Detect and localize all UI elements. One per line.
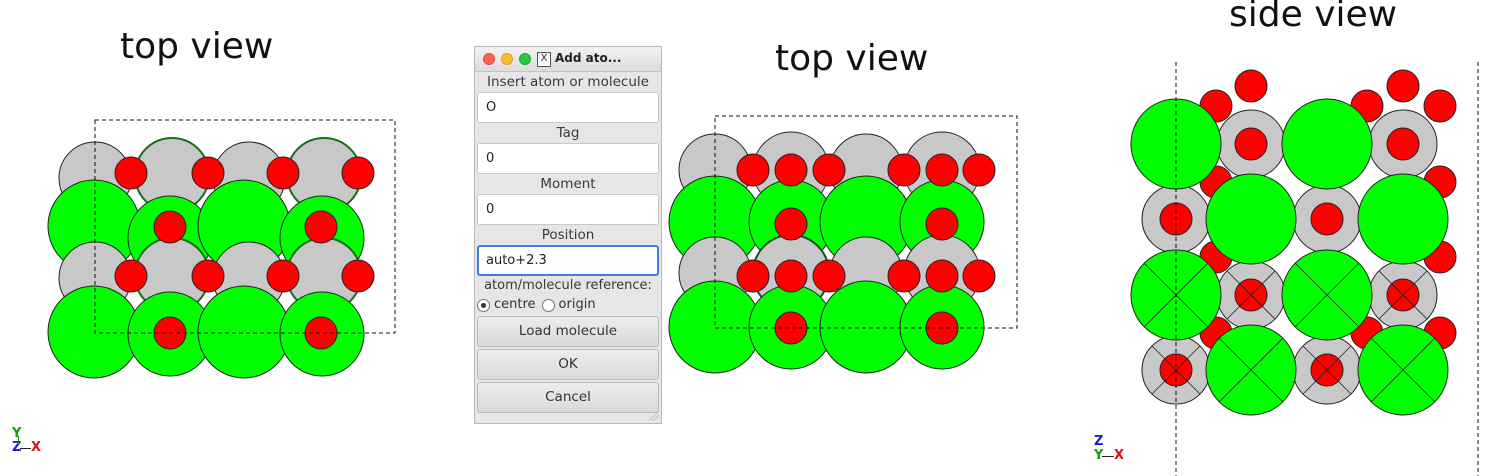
atom bbox=[736, 153, 770, 187]
atom bbox=[774, 207, 808, 241]
caption-middle-top-view: top view bbox=[775, 38, 929, 79]
axis-label-right: X bbox=[31, 440, 42, 455]
atom bbox=[341, 156, 375, 190]
axis-label-right: X bbox=[1114, 448, 1125, 463]
atom bbox=[812, 259, 846, 293]
atom bbox=[736, 259, 770, 293]
atom bbox=[1423, 89, 1457, 123]
position-input[interactable]: auto+2.3 bbox=[477, 245, 659, 276]
atom bbox=[114, 259, 148, 293]
atom bbox=[1281, 98, 1373, 190]
fixed-atom-crosses bbox=[1143, 262, 1436, 403]
tag-input[interactable]: 0 bbox=[477, 143, 659, 174]
resize-grip-icon[interactable] bbox=[647, 409, 659, 421]
reference-radio-group: centre origin bbox=[475, 296, 661, 314]
origin-radio[interactable] bbox=[541, 298, 555, 312]
insert-atom-label: Insert atom or molecule bbox=[487, 74, 649, 90]
axis-indicator-left: Y Z X bbox=[10, 426, 50, 464]
dialog-titlebar[interactable]: X Add ato... bbox=[475, 47, 661, 72]
unit-cell-outline bbox=[94, 119, 396, 334]
position-label: Position bbox=[541, 227, 595, 243]
atom bbox=[1234, 69, 1268, 103]
atom bbox=[1386, 127, 1420, 161]
reference-label: atom/molecule reference: bbox=[484, 278, 652, 293]
atom bbox=[1386, 69, 1420, 103]
ok-button[interactable]: OK bbox=[477, 349, 659, 380]
moment-input[interactable]: 0 bbox=[477, 194, 659, 225]
atom bbox=[1310, 202, 1344, 236]
atom bbox=[266, 156, 300, 190]
atom bbox=[114, 156, 148, 190]
axis-label-origin: Y bbox=[1094, 448, 1104, 463]
tag-label: Tag bbox=[556, 125, 580, 141]
atom bbox=[1234, 127, 1268, 161]
atom bbox=[191, 259, 225, 293]
left-top-view-structure bbox=[47, 119, 396, 379]
atom bbox=[341, 259, 375, 293]
atom bbox=[887, 153, 921, 187]
cancel-button[interactable]: Cancel bbox=[477, 382, 659, 413]
atom bbox=[153, 210, 187, 244]
atom bbox=[812, 153, 846, 187]
maximize-window-button[interactable] bbox=[519, 53, 531, 65]
centre-radio-label[interactable]: centre bbox=[494, 297, 536, 312]
atom bbox=[925, 153, 959, 187]
dialog-title: Add ato... bbox=[555, 51, 622, 65]
unit-cell-outline bbox=[714, 115, 1018, 329]
axis-indicator-right: Z Y X bbox=[1094, 434, 1134, 472]
atom bbox=[962, 153, 996, 187]
add-atom-dialog: X Add ato... Insert atom or molecule O T… bbox=[474, 46, 662, 424]
insert-atom-input[interactable]: O bbox=[477, 92, 659, 123]
axis-label-up: Y bbox=[12, 426, 22, 441]
atom bbox=[925, 259, 959, 293]
origin-radio-label[interactable]: origin bbox=[558, 297, 596, 312]
middle-top-view-structure bbox=[668, 115, 1018, 374]
atom bbox=[962, 259, 996, 293]
centre-radio[interactable] bbox=[477, 298, 490, 312]
caption-side-view: side view bbox=[1229, 0, 1398, 35]
axis-label-up: Z bbox=[1094, 434, 1104, 449]
atom bbox=[304, 210, 338, 244]
atom bbox=[774, 259, 808, 293]
x11-app-icon: X bbox=[537, 52, 551, 67]
atom bbox=[1357, 173, 1449, 265]
minimize-window-button[interactable] bbox=[501, 53, 513, 65]
atom bbox=[266, 259, 300, 293]
caption-left-top-view: top view bbox=[120, 26, 274, 67]
close-window-button[interactable] bbox=[483, 53, 495, 65]
atom bbox=[191, 156, 225, 190]
atom bbox=[1205, 173, 1297, 265]
atom bbox=[925, 207, 959, 241]
load-molecule-button[interactable]: Load molecule bbox=[477, 316, 659, 347]
moment-label: Moment bbox=[540, 176, 596, 192]
axis-label-origin: Z bbox=[12, 440, 22, 455]
atom bbox=[774, 153, 808, 187]
atom bbox=[887, 259, 921, 293]
